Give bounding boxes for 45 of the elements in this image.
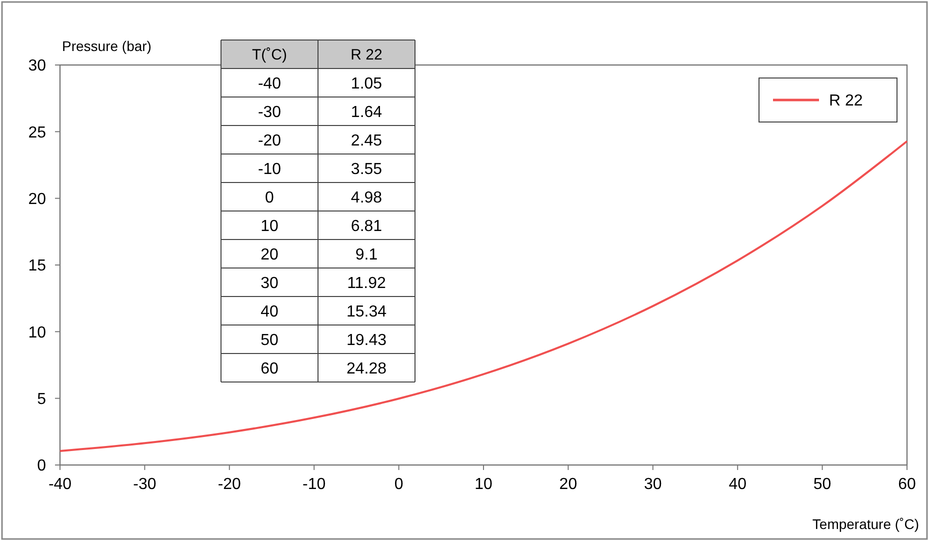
annotation: -40: [258, 75, 282, 92]
x-axis-title: Temperature (˚C): [812, 516, 919, 532]
x-tick-label: 40: [728, 476, 747, 493]
x-tick-label: -40: [48, 476, 72, 493]
x-tick-label: 10: [474, 476, 492, 493]
annotation: -10: [258, 160, 282, 178]
annotation: 60: [260, 360, 278, 378]
legend-label: R 22: [829, 92, 863, 110]
x-tick-label: 50: [813, 476, 832, 493]
y-tick-label: 30: [28, 58, 46, 75]
text: T(˚C): [252, 46, 287, 64]
x-tick-label: -10: [302, 476, 326, 493]
y-tick-label: 5: [37, 390, 46, 408]
annotation: 40: [260, 303, 278, 320]
y-axis-title: Pressure (bar): [62, 38, 152, 54]
annotation: -30: [258, 104, 282, 121]
text: 15.34: [346, 303, 387, 320]
y-tick-label: 10: [28, 324, 46, 342]
text: 11.92: [347, 274, 386, 292]
y-tick-label: 15: [28, 258, 46, 275]
text: 24.28: [346, 360, 387, 378]
text: 19.43: [346, 332, 387, 349]
annotation: -20: [258, 132, 282, 150]
x-tick-label: -20: [218, 476, 242, 493]
x-tick-label: 30: [644, 476, 662, 493]
text: R 22: [350, 46, 382, 64]
text: 2.45: [350, 132, 382, 150]
text: 1.64: [350, 104, 382, 121]
annotation: 20: [260, 246, 278, 264]
annotation: 10: [260, 218, 278, 235]
y-tick-label: 20: [28, 190, 46, 208]
text: 9.1: [355, 246, 378, 264]
y-tick-label: 25: [28, 124, 46, 142]
x-tick-label: 60: [898, 476, 916, 493]
annotation: 50: [260, 332, 278, 349]
annotation: 30: [260, 274, 278, 292]
text: 3.55: [350, 160, 382, 178]
y-tick-label: 0: [37, 458, 46, 475]
x-tick-label: 0: [394, 476, 404, 493]
text: 4.98: [350, 189, 382, 206]
text: 1.05: [350, 75, 382, 92]
x-tick-label: 20: [559, 476, 578, 493]
annotation: 0: [265, 189, 274, 206]
x-tick-label: -30: [133, 476, 156, 493]
text: 6.81: [350, 218, 382, 235]
